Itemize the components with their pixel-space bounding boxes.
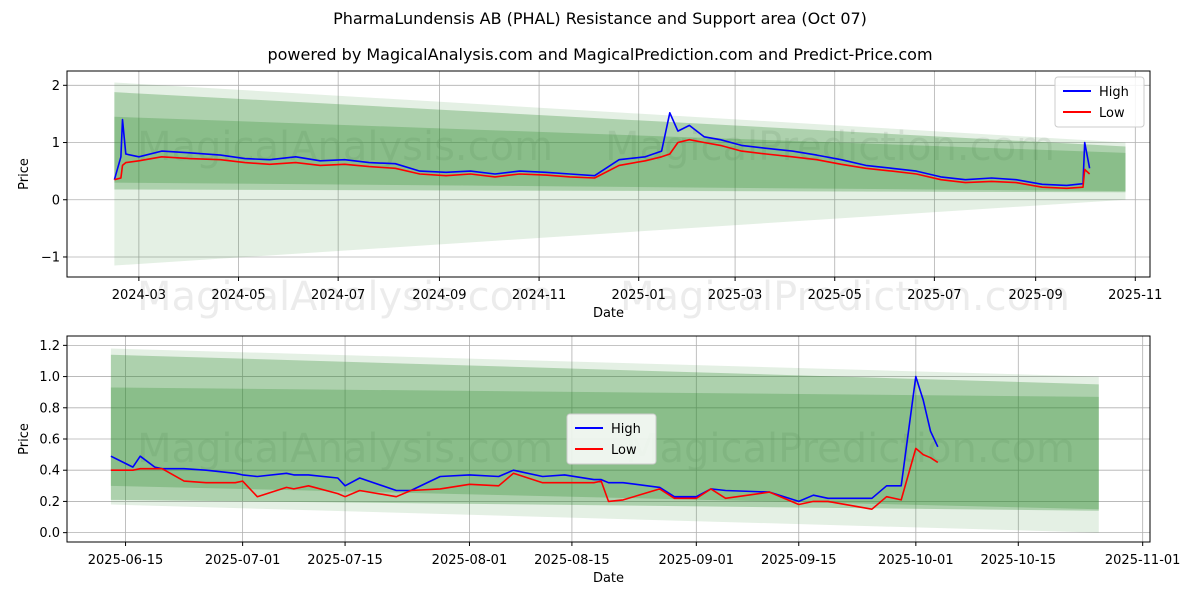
x-tick-label: 2025-01 — [612, 288, 666, 303]
y-tick-label: −1 — [41, 250, 60, 265]
x-tick-label: 2025-09-15 — [761, 553, 837, 568]
x-tick-label: 2025-07-01 — [205, 553, 281, 568]
series-line-low — [114, 138, 1091, 190]
x-tick-label: 2025-08-15 — [534, 553, 610, 568]
y-tick-label: 0 — [52, 193, 60, 208]
x-tick-label: 2024-11 — [512, 288, 566, 303]
series-line-high — [110, 375, 939, 503]
watermark: MagicalPrediction.com — [625, 426, 1075, 472]
y-tick-label: 0.2 — [39, 495, 60, 510]
y-tick-label: 1.2 — [39, 339, 60, 354]
y-axis-label: Price — [17, 423, 32, 455]
x-tick-label: 2025-07 — [907, 288, 961, 303]
watermark: MagicalAnalysis.com — [137, 274, 553, 320]
y-tick-label: 0.6 — [39, 433, 60, 448]
x-tick-label: 2024-09 — [412, 288, 466, 303]
x-tick-label: 2025-09 — [1008, 288, 1062, 303]
x-axis-label: Date — [593, 571, 624, 586]
x-tick-label: 2025-09-01 — [659, 553, 735, 568]
x-tick-label: 2024-05 — [211, 288, 265, 303]
x-tick-label: 2025-08-01 — [432, 553, 508, 568]
legend-label-high: High — [1099, 85, 1129, 100]
support-resistance-band-3 — [114, 116, 1126, 192]
grid — [67, 71, 1150, 277]
legend-box — [566, 413, 657, 465]
x-tick-label: 2024-07 — [311, 288, 365, 303]
series-line-high — [113, 112, 1091, 187]
x-axis-label: Date — [593, 306, 624, 321]
y-tick-label: 0.8 — [39, 401, 60, 416]
legend-box — [1054, 76, 1145, 128]
legend: High Low — [1054, 76, 1145, 128]
chart-panel-full-history: MagicalAnalysis.com MagicalPrediction.com… — [17, 70, 1162, 321]
watermark: MagicalAnalysis.com — [137, 124, 553, 170]
support-resistance-band-2 — [114, 92, 1126, 193]
chart-subtitle: powered by MagicalAnalysis.com and Magic… — [267, 45, 933, 64]
x-tick-label: 2025-06-15 — [88, 553, 164, 568]
chart-title: PharmaLundensis AB (PHAL) Resistance and… — [333, 9, 867, 28]
x-tick-label: 2025-05 — [808, 288, 862, 303]
legend-label-high: High — [611, 422, 641, 437]
x-tick-label: 2025-11 — [1108, 288, 1162, 303]
series-line-low — [110, 447, 939, 511]
chart-panel-recent-zoom: MagicalAnalysis.com MagicalPrediction.com… — [17, 335, 1181, 586]
legend-label-low: Low — [1099, 106, 1125, 121]
x-tick-label: 2025-10-15 — [981, 553, 1057, 568]
x-tick-label: 2024-03 — [112, 288, 166, 303]
y-tick-label: 1.0 — [39, 370, 60, 385]
support-resistance-band-1 — [114, 82, 1126, 266]
plot-frame — [66, 70, 1151, 278]
y-tick-label: 0.0 — [39, 526, 60, 541]
y-tick-label: 1 — [52, 136, 60, 151]
legend: High Low — [566, 413, 657, 465]
legend-label-low: Low — [611, 443, 637, 458]
watermark: MagicalPrediction.com — [620, 274, 1070, 320]
x-tick-label: 2025-10-01 — [878, 553, 954, 568]
y-tick-label: 0.4 — [39, 464, 60, 479]
y-axis-label: Price — [17, 158, 32, 190]
x-tick-label: 2025-11-01 — [1105, 553, 1181, 568]
x-tick-label: 2025-07-15 — [307, 553, 383, 568]
y-tick-label: 2 — [52, 79, 60, 94]
x-tick-label: 2025-03 — [708, 288, 762, 303]
